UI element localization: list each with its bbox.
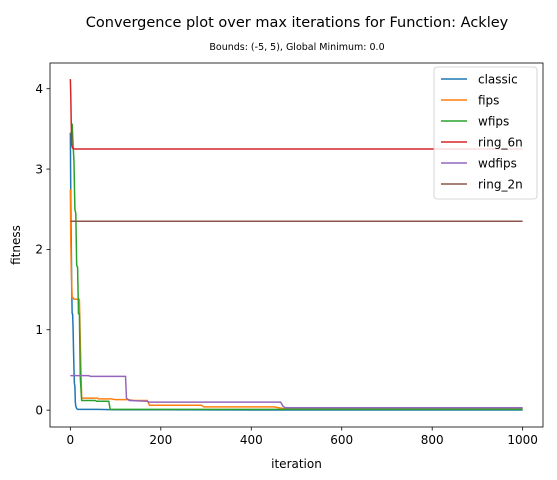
legend-label-ring_6n: ring_6n xyxy=(478,135,523,149)
x-tick-label: 800 xyxy=(421,433,444,447)
y-axis-ticks: 0 1 2 3 4 xyxy=(35,82,50,417)
chart-subtitle: Bounds: (-5, 5), Global Minimum: 0.0 xyxy=(209,42,384,53)
series-line-ring_6n xyxy=(69,79,523,150)
y-tick-label: 0 xyxy=(35,403,43,417)
series-line-wdfips xyxy=(70,374,523,409)
series-line-fips xyxy=(69,189,523,410)
x-tick-label: 200 xyxy=(149,433,172,447)
x-tick-label: 0 xyxy=(67,433,75,447)
x-axis-ticks: 0 200 400 600 800 1000 xyxy=(67,427,538,447)
y-tick-label: 1 xyxy=(35,323,43,337)
legend-label-ring_2n: ring_2n xyxy=(478,177,523,191)
x-axis-label: iteration xyxy=(271,457,322,471)
x-tick-label: 400 xyxy=(240,433,263,447)
series-line-wfips xyxy=(70,123,523,411)
plot-frame xyxy=(49,62,544,428)
legend-label-fips: fips xyxy=(478,93,499,107)
y-tick-label: 4 xyxy=(35,82,43,96)
y-tick-label: 2 xyxy=(35,243,43,257)
x-tick-label: 1000 xyxy=(507,433,538,447)
x-tick-label: 600 xyxy=(330,433,353,447)
legend-label-classic: classic xyxy=(478,72,518,86)
chart-title: Convergence plot over max iterations for… xyxy=(86,15,509,31)
legend-label-wfips: wfips xyxy=(478,114,509,128)
y-tick-label: 3 xyxy=(35,162,43,176)
series-layer xyxy=(69,79,523,411)
legend-label-wdfips: wdfips xyxy=(478,156,517,170)
y-axis-label: fitness xyxy=(9,225,23,265)
